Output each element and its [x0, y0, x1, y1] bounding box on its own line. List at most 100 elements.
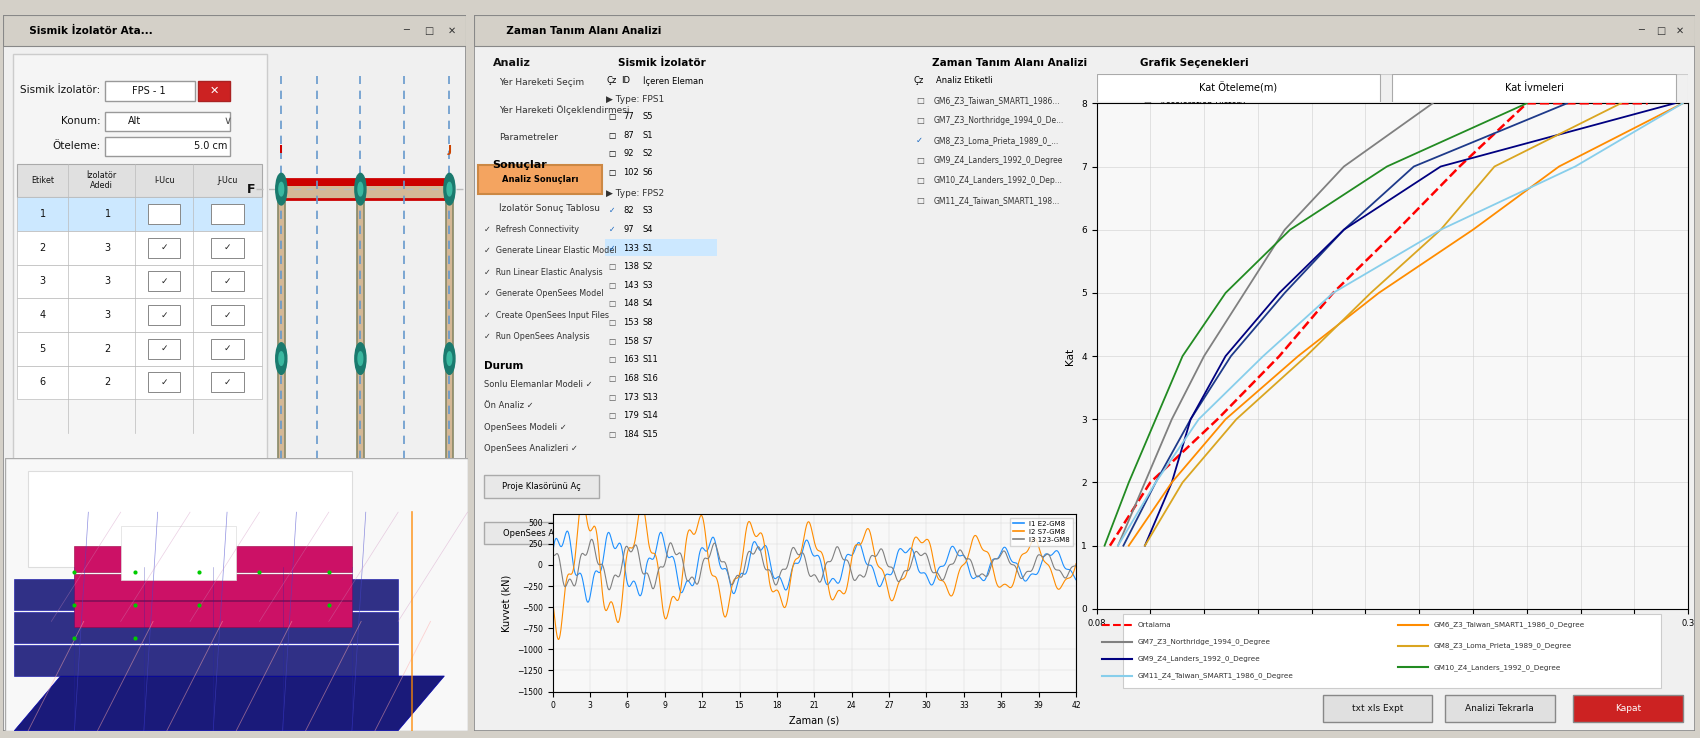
- Text: 82: 82: [624, 207, 634, 215]
- Text: GM7_Z3_Northridge_1994_0_De...: GM7_Z3_Northridge_1994_0_De...: [933, 116, 1064, 125]
- Bar: [1142, 210, 1261, 232]
- Text: □: □: [1142, 147, 1151, 156]
- X-axis label: Zaman (s): Zaman (s): [789, 716, 840, 725]
- Text: ✓: ✓: [224, 311, 231, 320]
- Bar: [148, 204, 180, 224]
- Circle shape: [311, 540, 323, 572]
- Text: 2: 2: [105, 344, 111, 354]
- Text: Displacement History: Displacement History: [1161, 76, 1251, 85]
- Bar: [1572, 695, 1683, 722]
- Text: ✓: ✓: [609, 207, 615, 215]
- Text: GM11_Z4_Taiwan_SMART1_198...: GM11_Z4_Taiwan_SMART1_198...: [933, 196, 1059, 205]
- Text: Ortalama: Ortalama: [1137, 622, 1171, 628]
- Text: Yer Hareketi Seçim: Yer Hareketi Seçim: [498, 78, 583, 87]
- Bar: [1445, 695, 1554, 722]
- Text: S2: S2: [643, 149, 653, 158]
- Text: 143: 143: [624, 281, 639, 290]
- Text: □: □: [425, 26, 434, 35]
- Text: Alt: Alt: [128, 117, 141, 126]
- Bar: [484, 522, 598, 545]
- Text: GM11_Z4_Taiwan_SMART1_1986_0_Degree: GM11_Z4_Taiwan_SMART1_1986_0_Degree: [1137, 673, 1294, 680]
- Bar: [484, 475, 598, 498]
- Bar: [211, 238, 243, 258]
- Text: OpenSees Modeli ✓: OpenSees Modeli ✓: [484, 423, 566, 432]
- Text: □: □: [1142, 170, 1151, 179]
- Text: □: □: [1142, 76, 1151, 85]
- Text: 184: 184: [624, 430, 639, 439]
- Text: □: □: [609, 262, 615, 272]
- Text: 77: 77: [624, 112, 634, 121]
- Text: GM6_Z3_Taiwan_SMART1_1986_0_Degree: GM6_Z3_Taiwan_SMART1_1986_0_Degree: [1433, 621, 1584, 628]
- Text: ─: ─: [403, 26, 408, 35]
- Bar: [17, 197, 262, 231]
- Bar: [17, 332, 262, 365]
- Text: 138: 138: [624, 262, 639, 272]
- Text: □: □: [609, 131, 615, 139]
- Text: Proje Klasörünü Aç: Proje Klasörünü Aç: [502, 482, 581, 491]
- Text: FPS - 1: FPS - 1: [133, 86, 167, 96]
- Text: S15: S15: [643, 430, 658, 439]
- Text: I-Ucu: I-Ucu: [153, 176, 175, 185]
- Bar: [148, 238, 180, 258]
- Bar: [277, 189, 284, 556]
- Text: F: F: [246, 182, 255, 196]
- Text: □: □: [916, 96, 925, 105]
- Text: ✓  Run OpenSees Analysis: ✓ Run OpenSees Analysis: [484, 332, 590, 342]
- Text: İçeren Eleman: İçeren Eleman: [643, 76, 704, 86]
- Text: S2: S2: [643, 262, 653, 272]
- Text: Konum:: Konum:: [61, 116, 100, 125]
- Text: ▶ Type: FPS1: ▶ Type: FPS1: [607, 94, 665, 104]
- Text: S3: S3: [643, 281, 653, 290]
- Circle shape: [355, 342, 366, 374]
- Bar: [1323, 695, 1433, 722]
- Text: □: □: [609, 300, 615, 308]
- Text: S8: S8: [643, 318, 653, 327]
- Text: □: □: [1656, 26, 1666, 35]
- Text: 3: 3: [105, 277, 111, 286]
- Bar: [211, 305, 243, 325]
- Legend: I1 E2-GM8, I2 S7-GM8, I3 123-GM8: I1 E2-GM8, I2 S7-GM8, I3 123-GM8: [1010, 518, 1073, 545]
- Text: E: E: [246, 550, 255, 563]
- Bar: [279, 179, 449, 199]
- Bar: [75, 573, 352, 599]
- Bar: [148, 272, 180, 292]
- Text: 97: 97: [624, 225, 634, 234]
- Text: Yer Hareketi Ölçeklendirmesi: Yer Hareketi Ölçeklendirmesi: [498, 105, 629, 115]
- Text: Çz: Çz: [913, 76, 925, 85]
- Circle shape: [359, 352, 362, 365]
- Text: OpenSees Analizleri ✓: OpenSees Analizleri ✓: [484, 444, 578, 453]
- Bar: [14, 644, 398, 676]
- Bar: [605, 239, 717, 256]
- Text: GM7_Z3_Northridge_1994_0_Degree: GM7_Z3_Northridge_1994_0_Degree: [1137, 638, 1272, 645]
- Text: 4B 5: 4B 5: [348, 653, 372, 663]
- Bar: [14, 579, 398, 610]
- Text: ✓  Refresh Connectivity: ✓ Refresh Connectivity: [484, 225, 580, 234]
- Y-axis label: Kat: Kat: [1066, 348, 1076, 365]
- Circle shape: [355, 173, 366, 205]
- Bar: [211, 272, 243, 292]
- Bar: [17, 164, 262, 197]
- Text: Grafiği Oluştur: Grafiği Oluştur: [1168, 216, 1234, 225]
- Text: 92: 92: [624, 149, 634, 158]
- Text: ✕: ✕: [1676, 26, 1685, 35]
- Text: GM10_Z4_Landers_1992_0_Dep...: GM10_Z4_Landers_1992_0_Dep...: [933, 176, 1062, 185]
- Bar: [211, 373, 243, 393]
- Text: ✓: ✓: [224, 378, 231, 387]
- Text: S1: S1: [643, 244, 653, 252]
- Bar: [211, 204, 243, 224]
- Bar: [17, 298, 262, 332]
- Bar: [105, 112, 230, 131]
- Text: S14: S14: [643, 411, 658, 420]
- Bar: [474, 15, 1695, 46]
- Text: Acceleration History: Acceleration History: [1161, 100, 1246, 108]
- Text: ✓: ✓: [609, 244, 615, 252]
- Text: 4: 4: [277, 653, 286, 663]
- Bar: [197, 80, 230, 100]
- Text: 179: 179: [624, 411, 639, 420]
- Text: Parametreler: Parametreler: [498, 133, 558, 142]
- Text: □: □: [609, 112, 615, 121]
- Bar: [357, 189, 364, 556]
- Text: ✓: ✓: [1142, 123, 1151, 132]
- Text: Force History: Force History: [1161, 123, 1216, 132]
- Circle shape: [359, 550, 362, 563]
